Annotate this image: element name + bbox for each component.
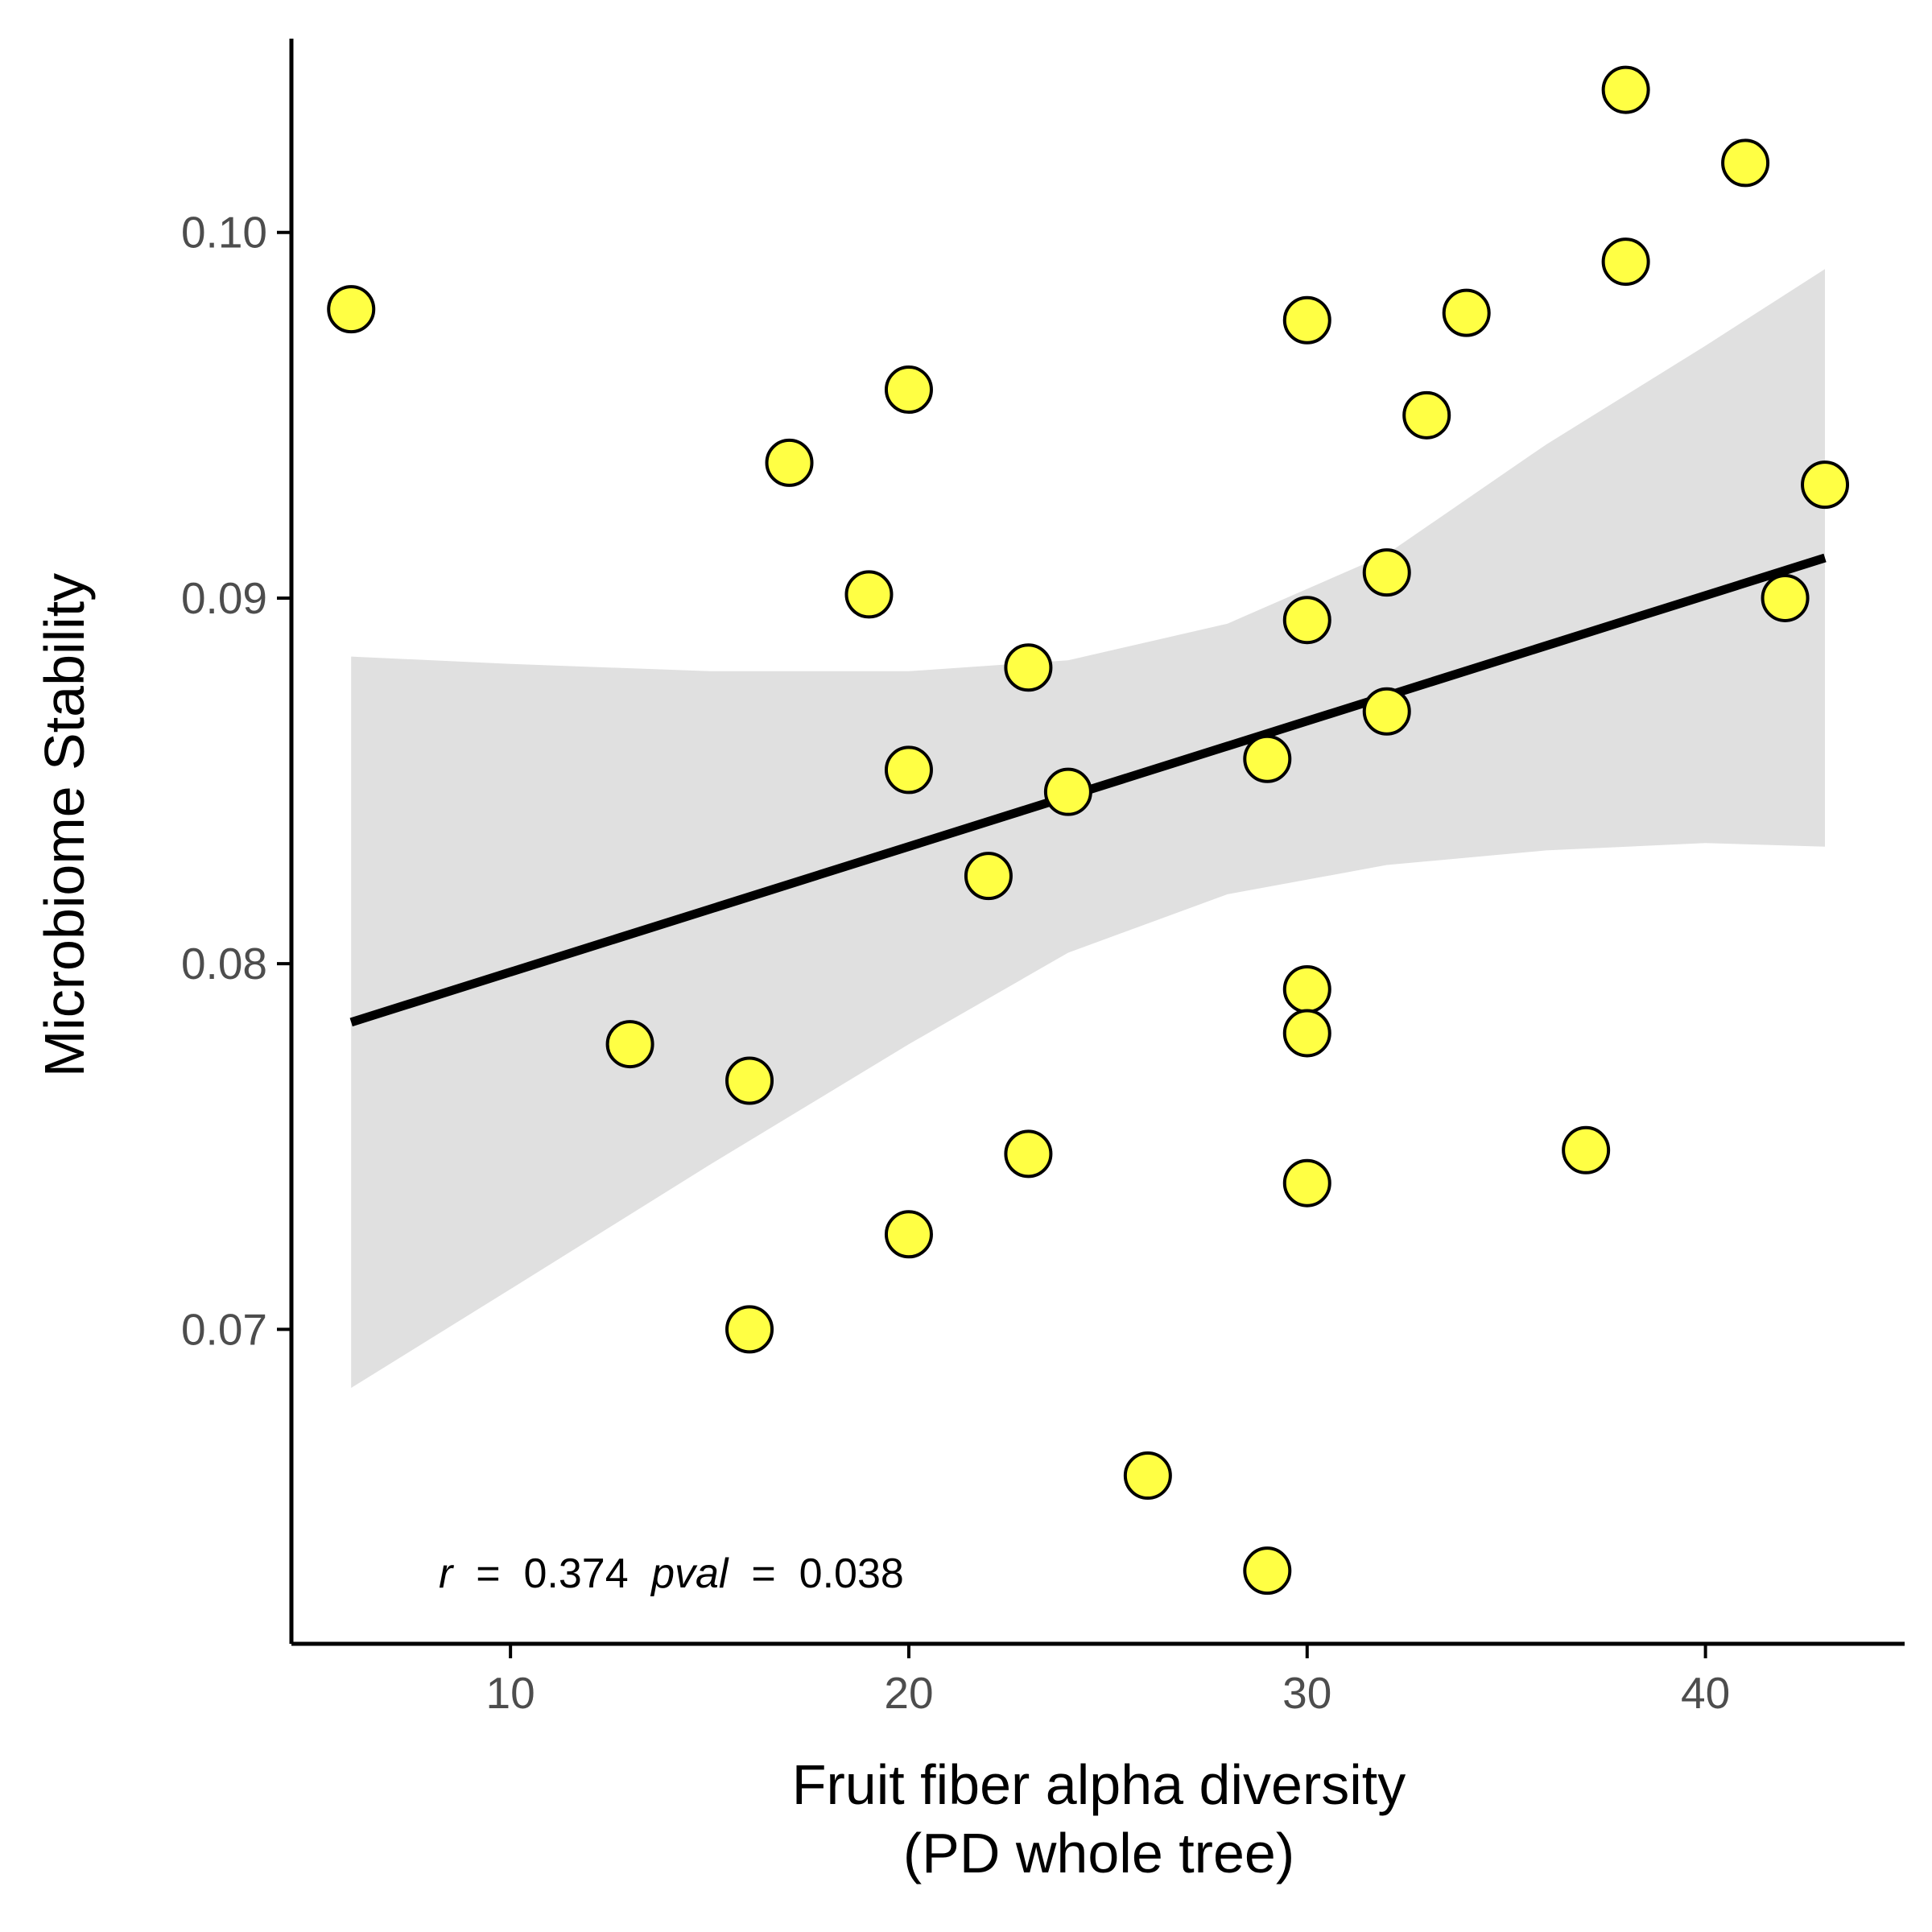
- data-point: [1362, 687, 1411, 736]
- data-point: [1282, 1158, 1331, 1208]
- data-point: [1282, 596, 1331, 645]
- y-tick-label: 0.07: [181, 1304, 267, 1354]
- data-point: [1601, 237, 1650, 287]
- x-axis-title-line2: (PD whole tree): [903, 1822, 1294, 1885]
- data-point: [964, 852, 1013, 901]
- r-symbol: r: [439, 1550, 455, 1597]
- x-tick-label: 40: [1681, 1668, 1730, 1718]
- data-point: [1442, 288, 1491, 337]
- data-point: [844, 570, 894, 619]
- data-point: [1721, 138, 1770, 188]
- data-point: [1801, 460, 1850, 510]
- x-tick-label: 10: [486, 1668, 535, 1718]
- r-equals: =: [464, 1550, 512, 1597]
- data-point: [1362, 548, 1411, 597]
- data-point: [884, 365, 933, 415]
- data-point: [1004, 1129, 1053, 1179]
- data-point: [884, 1210, 933, 1259]
- data-point: [1243, 1546, 1292, 1596]
- r-value: 0.374: [524, 1550, 629, 1597]
- data-point: [1761, 573, 1810, 622]
- confidence-band-layer: [351, 269, 1826, 1389]
- y-axis-ticks: 0.07 0.08 0.09 0.10: [181, 208, 291, 1354]
- x-axis-title-line1: Fruit fiber alpha diversity: [792, 1753, 1406, 1816]
- x-tick-label: 30: [1282, 1668, 1331, 1718]
- data-point: [1601, 65, 1650, 114]
- data-point: [1562, 1125, 1611, 1174]
- data-point: [1282, 1009, 1331, 1058]
- data-point: [1043, 767, 1092, 816]
- data-point: [1282, 295, 1331, 345]
- correlation-annotation: r = 0.374 pval = 0.038: [439, 1550, 904, 1597]
- data-point: [1402, 390, 1451, 440]
- data-point: [1004, 643, 1053, 692]
- data-point: [884, 745, 933, 795]
- data-point: [1243, 734, 1292, 783]
- x-tick-label: 20: [884, 1668, 933, 1718]
- data-point: [1282, 964, 1331, 1013]
- data-point: [725, 1305, 774, 1354]
- data-point: [765, 438, 814, 487]
- confidence-band: [351, 269, 1826, 1389]
- p-symbol: pval: [650, 1550, 729, 1597]
- y-tick-label: 0.08: [181, 939, 267, 989]
- p-equals: =: [740, 1550, 787, 1597]
- y-tick-label: 0.10: [181, 208, 267, 258]
- data-point: [725, 1056, 774, 1105]
- p-value: 0.038: [799, 1550, 904, 1597]
- x-axis-ticks: 10 20 30 40: [486, 1644, 1730, 1718]
- y-tick-label: 0.09: [181, 573, 267, 623]
- y-axis-title: Microbiome Stability: [33, 573, 96, 1077]
- data-point: [1123, 1451, 1172, 1501]
- data-point: [605, 1020, 654, 1069]
- data-points-layer: [327, 65, 1850, 1596]
- data-point: [327, 285, 376, 334]
